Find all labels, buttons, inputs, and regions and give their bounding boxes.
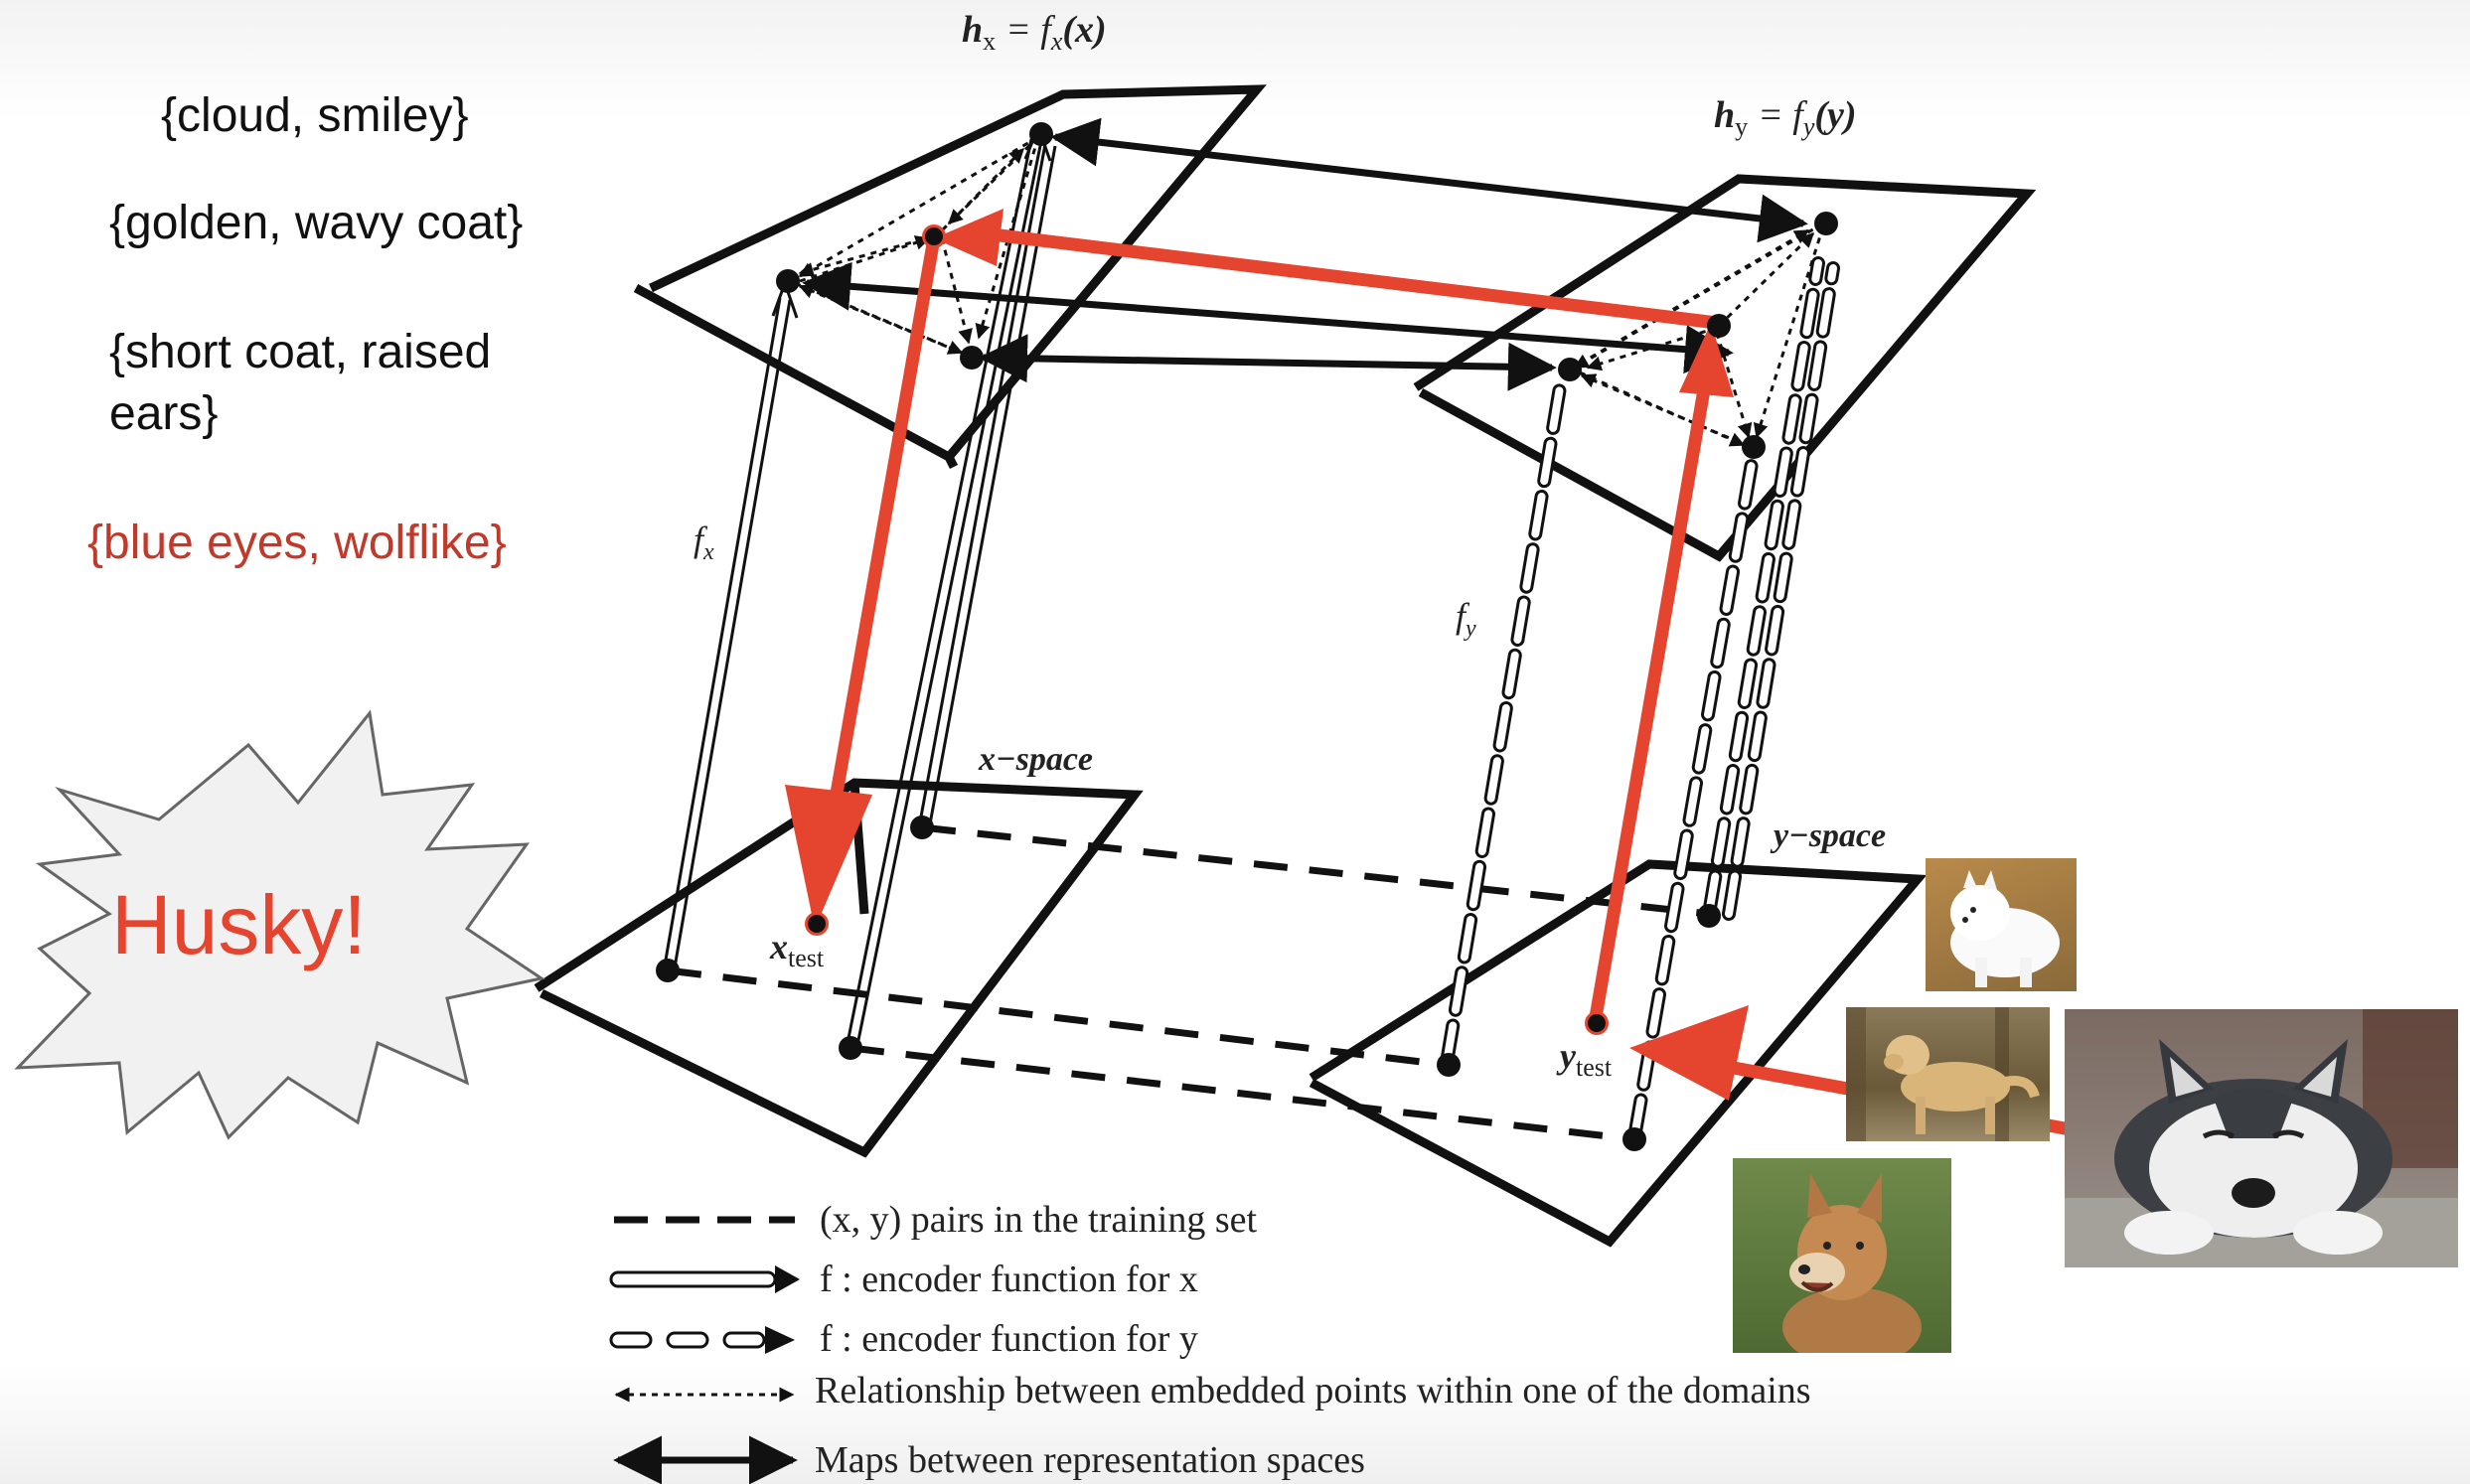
hy-plane (1413, 174, 2037, 562)
samoyed-illustration (1950, 870, 2060, 987)
y-space-plane (1309, 859, 1928, 1248)
legend-fy: f : encoder function for y (820, 1318, 1198, 1360)
hx-relationship-arrows (794, 135, 1040, 358)
double-arrow-icon (609, 1265, 800, 1293)
golden-retriever-illustration (1846, 1007, 2040, 1141)
y-test-label: ytest (1556, 1036, 1613, 1082)
hx-plane (633, 84, 1267, 463)
burst-shape (14, 709, 545, 1140)
attribute-short-coat-cont: ears} (109, 387, 218, 440)
samoyed-photo (1926, 858, 2077, 991)
attribute-blue-eyes: {blue eyes, wolflike} (87, 517, 507, 569)
fy-label: fy (1456, 596, 1476, 642)
attribute-cloud-smiley: {cloud, smiley} (161, 89, 469, 142)
query-arrowheads (785, 209, 1749, 1101)
legend-relationship: Relationship between embedded points wit… (815, 1370, 1811, 1411)
y-space-label: y−space (1770, 817, 1886, 854)
representation-maps (802, 117, 1808, 391)
training-pairs (667, 823, 1710, 1143)
attribute-golden-wavy: {golden, wavy coat} (109, 197, 523, 249)
legend-fx: f : encoder function for x (820, 1259, 1198, 1300)
shiba-illustration (1782, 1173, 1922, 1353)
legend-maps: Maps between representation spaces (815, 1439, 1365, 1481)
embedded-points (656, 122, 1838, 1151)
legend: (x, y) pairs in the training set f : enc… (609, 1199, 1811, 1484)
fx-label: fx (694, 519, 714, 565)
fx-encoder-arrows (662, 122, 1057, 1051)
x-test-label: xtest (769, 927, 825, 972)
golden-retriever-photo (1846, 1007, 2050, 1141)
husky-illustration (2065, 1009, 2458, 1267)
x-space-label: x−space (978, 741, 1093, 778)
husky-exclamation: Husky! (111, 878, 367, 971)
hx-plane-edge (944, 454, 959, 470)
attribute-short-coat: {short coat, raised (109, 326, 491, 378)
shiba-photo (1733, 1158, 1951, 1353)
hy-label: hy = fy(y) (1714, 94, 1857, 141)
hx-label: hx = fx(x) (962, 9, 1107, 56)
x-space-plane (534, 778, 1144, 1158)
dashed-double-arrow-icon (609, 1326, 795, 1354)
husky-photo (2065, 1009, 2458, 1267)
legend-training-pairs: (x, y) pairs in the training set (820, 1199, 1258, 1241)
fy-encoder-arrows (1440, 256, 1840, 1144)
